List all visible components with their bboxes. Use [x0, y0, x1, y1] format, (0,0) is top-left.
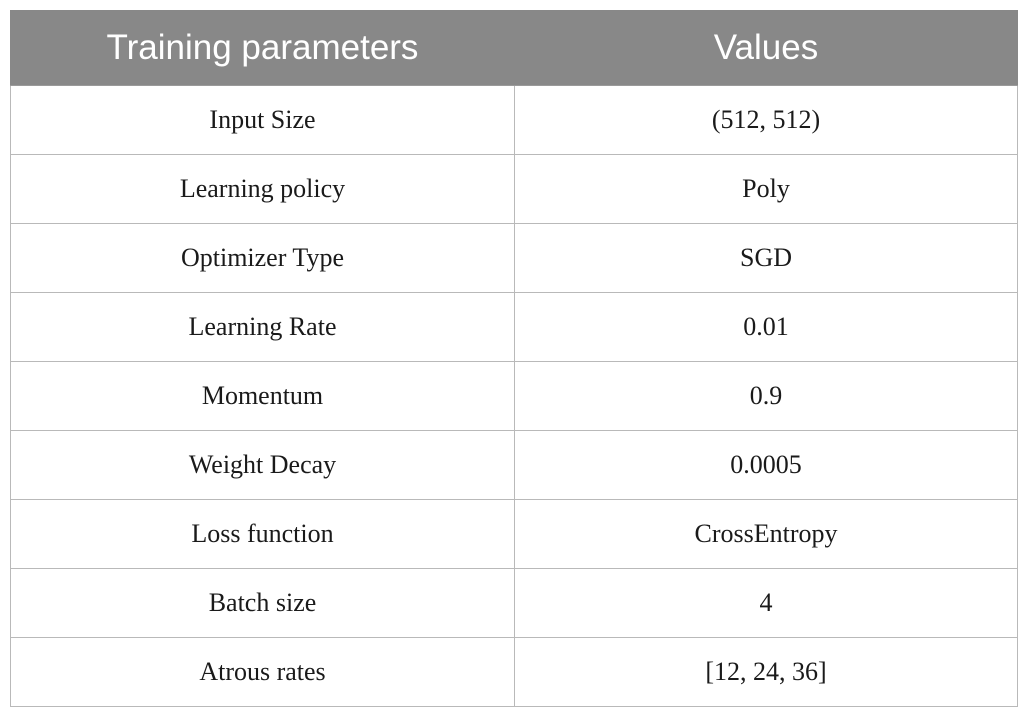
parameter-value: SGD	[514, 223, 1018, 293]
parameter-name: Learning Rate	[10, 292, 515, 362]
parameter-name: Atrous rates	[10, 637, 515, 707]
table-row: Input Size (512, 512)	[10, 85, 1018, 155]
table-row: Momentum 0.9	[10, 361, 1018, 431]
parameter-name: Weight Decay	[10, 430, 515, 500]
parameter-name: Optimizer Type	[10, 223, 515, 293]
parameter-name: Loss function	[10, 499, 515, 569]
parameter-value: Poly	[514, 154, 1018, 224]
header-row: Training parameters Values	[10, 10, 1018, 86]
table-row: Atrous rates [12, 24, 36]	[10, 637, 1018, 707]
parameter-name: Batch size	[10, 568, 515, 638]
parameter-value: 0.01	[514, 292, 1018, 362]
table-body: Input Size (512, 512) Learning policy Po…	[10, 85, 1018, 707]
table-row: Optimizer Type SGD	[10, 223, 1018, 293]
parameter-name: Momentum	[10, 361, 515, 431]
table-header: Training parameters Values	[10, 10, 1018, 86]
training-parameters-table: Training parameters Values Input Size (5…	[10, 10, 1018, 707]
header-values: Values	[514, 10, 1018, 86]
parameter-value: (512, 512)	[514, 85, 1018, 155]
table-row: Weight Decay 0.0005	[10, 430, 1018, 500]
table-row: Learning Rate 0.01	[10, 292, 1018, 362]
table-row: Learning policy Poly	[10, 154, 1018, 224]
parameter-value: [12, 24, 36]	[514, 637, 1018, 707]
parameter-value: 4	[514, 568, 1018, 638]
parameters-table-container: Training parameters Values Input Size (5…	[10, 10, 1018, 707]
header-training-parameters: Training parameters	[10, 10, 515, 86]
table-row: Batch size 4	[10, 568, 1018, 638]
table-row: Loss function CrossEntropy	[10, 499, 1018, 569]
parameter-name: Input Size	[10, 85, 515, 155]
parameter-name: Learning policy	[10, 154, 515, 224]
parameter-value: 0.0005	[514, 430, 1018, 500]
parameter-value: CrossEntropy	[514, 499, 1018, 569]
parameter-value: 0.9	[514, 361, 1018, 431]
